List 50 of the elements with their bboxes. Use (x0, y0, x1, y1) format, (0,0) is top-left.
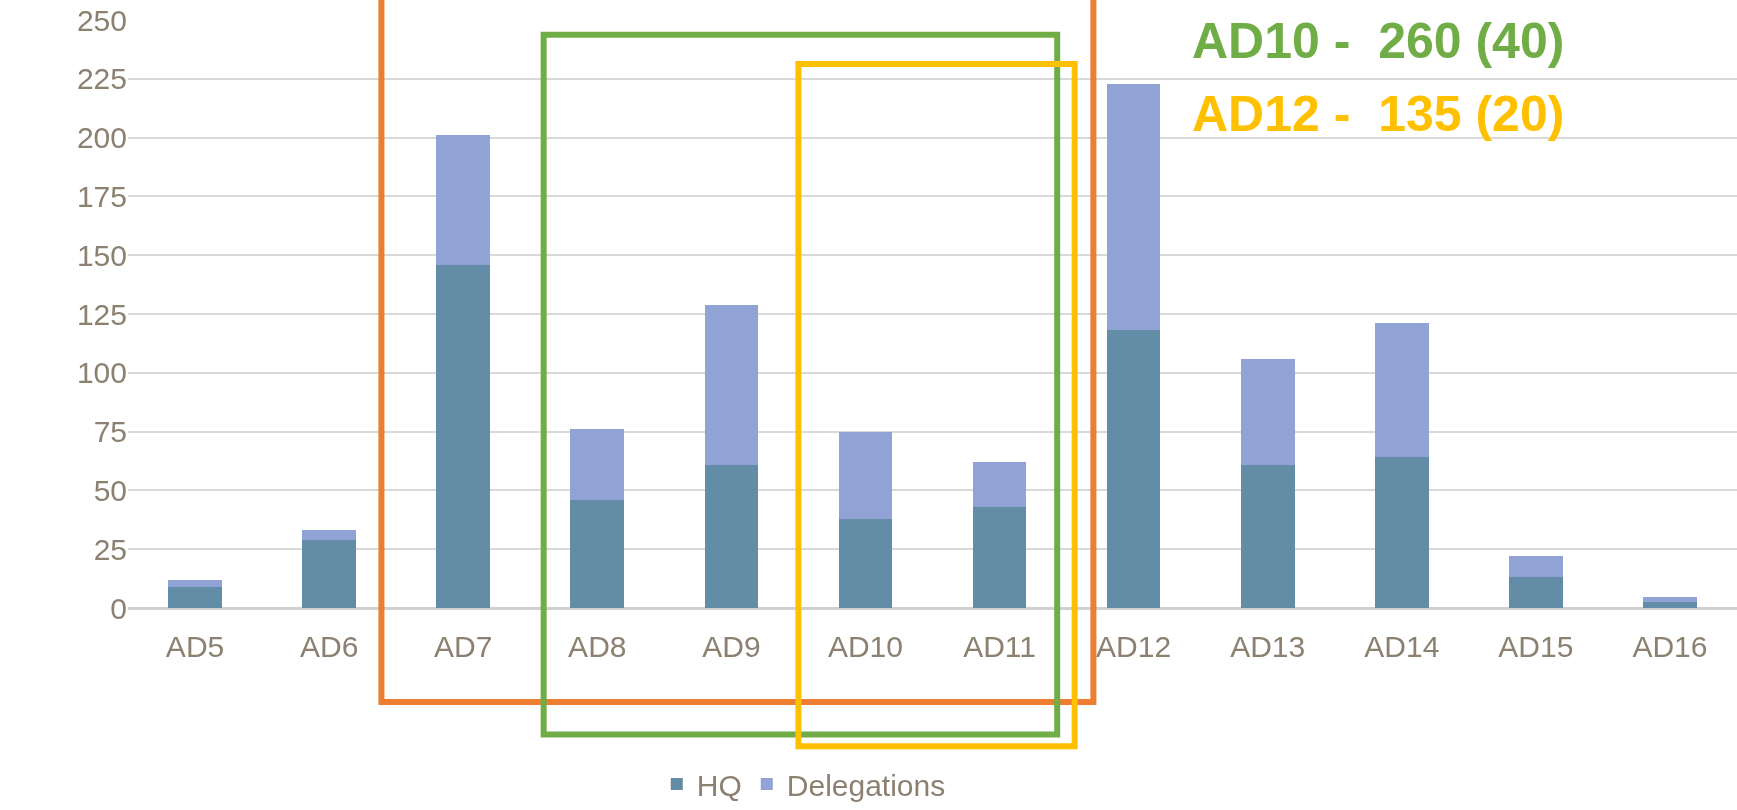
y-tick-label: 75 (93, 415, 127, 449)
x-tick-label: AD6 (299, 630, 359, 663)
legend-label: HQ (696, 768, 742, 802)
bar (704, 304, 759, 465)
y-tick-label: 0 (110, 591, 127, 625)
bar (436, 135, 491, 265)
x-tick-label: AD14 (1364, 630, 1440, 663)
x-tick-label: AD5 (165, 630, 225, 663)
y-tick-label: 125 (76, 297, 127, 331)
bar (570, 499, 625, 608)
annotation: AD12 - 135 (20) (1192, 86, 1565, 142)
bar (1643, 602, 1697, 608)
bar (436, 264, 491, 608)
x-tick-label: AD8 (568, 630, 627, 663)
y-tick-label: 50 (93, 473, 127, 507)
bar (1106, 330, 1161, 608)
bar (1240, 464, 1295, 608)
bar (570, 429, 625, 500)
bar (972, 462, 1027, 507)
y-tick-label: 250 (76, 3, 127, 37)
x-tick-label: AD13 (1230, 630, 1306, 663)
bar (168, 586, 222, 608)
y-tick-label: 225 (76, 62, 127, 96)
bar (1106, 83, 1161, 331)
y-tick-label: 200 (76, 121, 127, 155)
bar (704, 464, 759, 608)
y-tick-label: 100 (76, 356, 127, 390)
y-tick-label: 25 (93, 532, 127, 566)
bar (1240, 358, 1295, 465)
legend-label: Delegations (786, 768, 946, 802)
x-tick-label: AD9 (702, 630, 761, 663)
x-tick-label: AD16 (1632, 630, 1708, 663)
x-tick-label: AD11 (963, 630, 1036, 663)
bar (1374, 457, 1429, 608)
bar (1643, 597, 1697, 603)
bar (302, 539, 356, 608)
x-tick-label: AD7 (434, 630, 493, 663)
bar (838, 431, 893, 519)
y-tick-label: 150 (76, 238, 127, 272)
bar (1509, 556, 1563, 578)
bar (1509, 577, 1563, 608)
bar (1374, 323, 1429, 458)
x-tick-label: AD15 (1498, 630, 1574, 663)
bar (302, 530, 356, 540)
bar (972, 506, 1027, 608)
x-tick-label: AD10 (827, 630, 903, 663)
annotation: AD10 - 260 (40) (1192, 13, 1565, 69)
y-tick-label: 175 (76, 179, 127, 213)
bar (838, 518, 893, 608)
bar (168, 579, 222, 587)
